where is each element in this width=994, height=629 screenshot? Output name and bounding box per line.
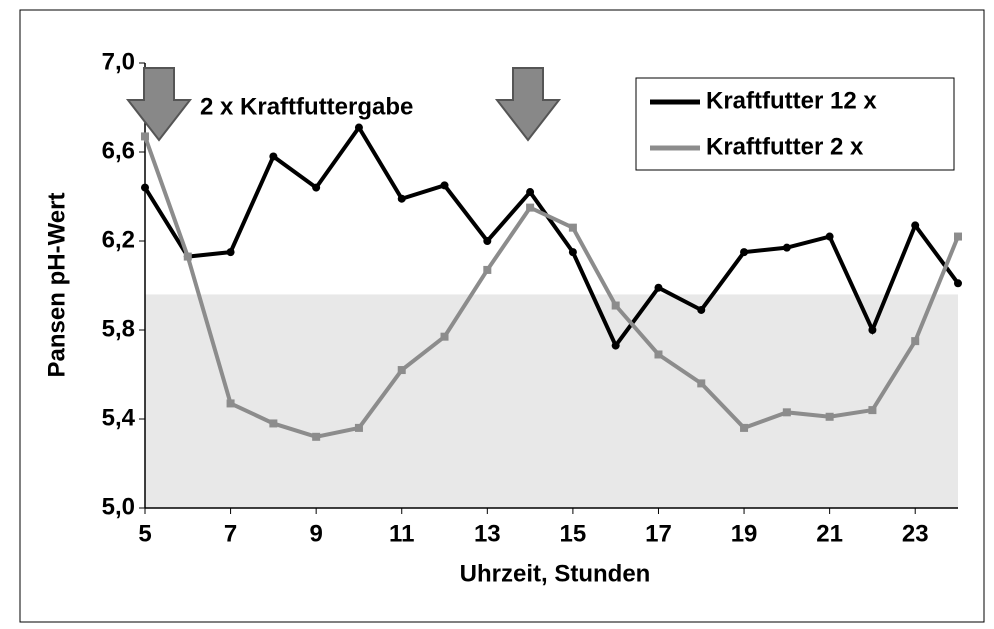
marker	[911, 221, 920, 230]
marker	[825, 412, 834, 421]
y-tick-label: 5,4	[102, 404, 136, 431]
y-tick-label: 6,6	[102, 137, 135, 164]
marker	[397, 366, 406, 375]
marker	[354, 423, 363, 432]
x-tick-label: 11	[389, 520, 414, 547]
marker	[526, 188, 535, 197]
marker	[269, 152, 278, 161]
marker	[825, 232, 834, 241]
marker	[611, 301, 620, 310]
marker	[440, 332, 449, 341]
marker	[440, 181, 449, 190]
marker	[782, 408, 791, 417]
marker	[697, 305, 706, 314]
marker	[868, 406, 877, 415]
marker	[312, 183, 321, 192]
y-tick-label: 7,0	[102, 48, 135, 75]
marker	[312, 432, 321, 441]
x-tick-label: 15	[560, 520, 587, 547]
marker	[911, 337, 920, 346]
annotation: 2 x Kraftfuttergabe	[200, 93, 413, 120]
marker	[568, 223, 577, 232]
marker	[397, 194, 406, 203]
marker	[654, 350, 663, 359]
x-tick-label: 19	[731, 520, 758, 547]
y-tick-label: 5,8	[102, 315, 135, 342]
marker	[568, 248, 577, 257]
marker	[483, 265, 492, 274]
x-tick-label: 23	[902, 520, 929, 547]
marker	[697, 379, 706, 388]
marker	[654, 283, 663, 292]
marker	[226, 399, 235, 408]
marker	[782, 243, 791, 252]
marker	[483, 237, 492, 245]
shaded-range	[145, 294, 958, 508]
x-tick-label: 5	[138, 520, 151, 547]
y-tick-label: 5,0	[102, 493, 135, 520]
legend-label: Kraftfutter 2 x	[706, 133, 864, 160]
marker	[868, 326, 877, 334]
x-tick-label: 13	[474, 520, 501, 547]
legend	[635, 77, 955, 171]
marker	[141, 183, 149, 192]
marker	[354, 123, 363, 132]
arrow	[125, 67, 193, 142]
marker	[269, 419, 278, 428]
x-axis-label: Uhrzeit, Stunden	[460, 560, 651, 587]
y-axis-label: Pansen pH-Wert	[43, 193, 70, 378]
x-tick-label: 9	[309, 520, 322, 547]
legend-label: Kraftfutter 12 x	[706, 87, 877, 114]
arrow	[494, 67, 562, 142]
x-tick-label: 21	[816, 520, 843, 547]
x-tick-label: 17	[645, 520, 672, 547]
marker	[226, 248, 235, 257]
y-tick-label: 6,2	[102, 226, 135, 253]
x-tick-label: 7	[224, 520, 237, 547]
marker	[183, 252, 192, 261]
marker	[740, 423, 749, 432]
series-line	[143, 123, 960, 350]
marker	[740, 248, 749, 257]
marker	[141, 132, 149, 141]
marker	[526, 203, 535, 212]
marker	[611, 341, 620, 350]
marker	[954, 232, 962, 241]
series-line	[143, 135, 960, 439]
marker	[954, 279, 962, 288]
